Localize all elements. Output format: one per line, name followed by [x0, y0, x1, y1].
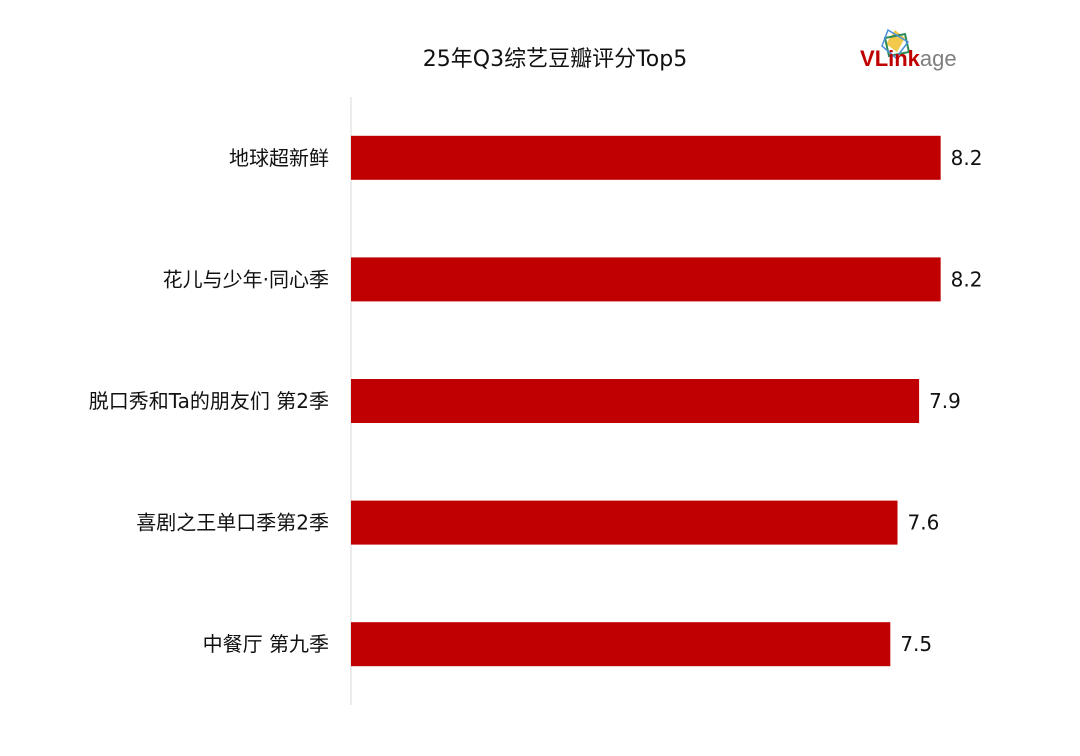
category-label: 脱口秀和Ta的朋友们 第2季 — [89, 389, 329, 413]
bar-series: 地球超新鲜 8.2 花儿与少年·同心季 8.2 脱口秀和Ta的朋友们 第2季 7.9 喜剧之… — [89, 135, 983, 667]
logo-text-v: V — [860, 46, 875, 71]
bar — [351, 379, 920, 423]
value-label: 7.9 — [929, 389, 961, 413]
svg-text:VLinkage: VLinkage — [860, 46, 957, 71]
value-label: 7.6 — [908, 511, 940, 535]
category-label: 喜剧之王单口季第2季 — [136, 511, 329, 535]
bar — [351, 135, 941, 180]
value-label: 8.2 — [951, 267, 983, 291]
bar — [351, 500, 898, 545]
logo-emblem-icon — [881, 28, 911, 60]
bar — [351, 257, 941, 302]
logo-text-link: Link — [875, 46, 921, 71]
category-label: 地球超新鲜 — [229, 146, 329, 170]
logo-text-age: age — [920, 46, 957, 71]
value-label: 7.5 — [900, 632, 932, 656]
vlinkage-logo: VLinkage — [860, 28, 957, 71]
chart-title: 25年Q3综艺豆瓣评分Top5 — [423, 47, 687, 72]
value-label: 8.2 — [951, 146, 983, 170]
category-label: 花儿与少年·同心季 — [163, 267, 329, 291]
category-label: 中餐厅 第九季 — [203, 632, 329, 656]
bar — [351, 622, 891, 667]
